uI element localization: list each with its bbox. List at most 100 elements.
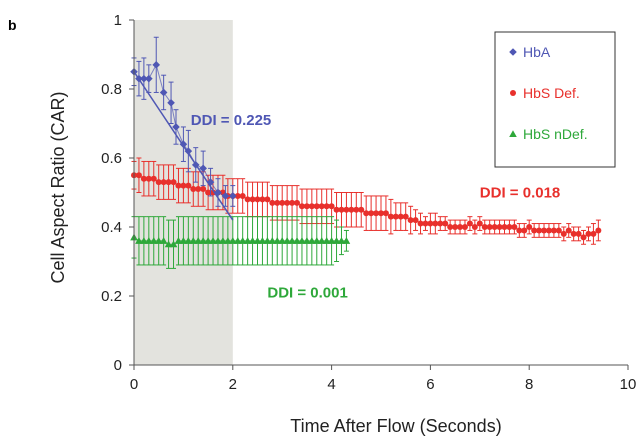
data-point	[382, 210, 389, 217]
ticks-layer: 0 2 4 6 8 10 0 0.2 0.4 0.6 0.8 1	[101, 12, 636, 393]
data-point	[303, 203, 310, 210]
data-point	[150, 175, 157, 182]
data-point	[190, 186, 197, 193]
data-point	[501, 224, 508, 230]
data-point	[200, 186, 207, 193]
data-point	[233, 237, 242, 244]
x-tick-label: 4	[327, 376, 335, 393]
data-point	[180, 182, 187, 189]
data-point	[387, 213, 394, 220]
data-point	[580, 234, 587, 241]
data-point	[219, 237, 227, 244]
data-point	[511, 224, 518, 230]
data-point	[279, 199, 286, 206]
data-point	[496, 224, 503, 230]
data-point	[249, 196, 256, 203]
data-point	[590, 230, 597, 237]
legend-label: HbA	[523, 44, 551, 60]
legend-label: HbS Def.	[523, 85, 580, 101]
data-point	[204, 237, 212, 244]
data-point	[152, 61, 161, 69]
data-point	[595, 227, 602, 234]
data-point	[536, 227, 543, 234]
data-point	[531, 227, 538, 234]
data-point	[169, 240, 178, 248]
ddi-annotation: DDI = 0.018	[480, 185, 560, 202]
data-point	[248, 237, 257, 244]
annotations-layer: DDI = 0.225 DDI = 0.018 DDI = 0.001	[191, 112, 560, 302]
data-point	[206, 178, 215, 186]
data-point	[392, 213, 399, 220]
data-point	[327, 237, 336, 244]
data-point	[159, 237, 168, 244]
data-point	[189, 237, 198, 244]
data-point	[447, 224, 454, 230]
data-point	[284, 199, 291, 206]
data-point	[209, 237, 217, 244]
data-point	[570, 230, 577, 237]
data-point	[224, 237, 232, 244]
x-tick-label: 6	[426, 376, 434, 393]
data-point	[194, 237, 203, 244]
data-point	[457, 224, 464, 230]
data-point	[145, 237, 153, 244]
legend-item: HbA	[509, 44, 551, 60]
data-point	[263, 237, 272, 244]
data-point	[466, 220, 473, 227]
x-axis-label: Time After Flow (Seconds)	[290, 416, 501, 436]
data-point	[332, 237, 341, 244]
data-point	[239, 192, 246, 199]
data-point	[407, 217, 414, 224]
data-point	[274, 199, 281, 206]
data-point	[268, 237, 277, 244]
data-point	[476, 220, 483, 227]
data-point	[313, 203, 320, 210]
data-point	[516, 227, 523, 234]
y-tick-label: 0	[114, 357, 122, 374]
data-point	[283, 237, 291, 244]
data-point	[140, 74, 148, 83]
data-point	[164, 240, 173, 248]
data-point	[342, 237, 351, 244]
data-point	[541, 227, 548, 234]
data-point	[135, 74, 143, 83]
data-point	[353, 206, 360, 213]
data-point	[338, 206, 345, 213]
data-point	[229, 237, 237, 244]
data-point	[303, 237, 311, 244]
data-point	[273, 237, 282, 244]
data-point	[214, 188, 222, 197]
series-hba	[130, 36, 237, 221]
data-point	[185, 182, 192, 189]
series-hbs-ndef	[130, 216, 351, 269]
data-point	[293, 237, 301, 244]
data-point	[221, 192, 230, 200]
data-point	[348, 206, 355, 213]
data-point	[199, 164, 207, 173]
data-point	[159, 88, 168, 97]
data-point	[412, 217, 419, 224]
data-point	[575, 230, 582, 237]
data-point	[585, 230, 592, 237]
data-point	[179, 140, 188, 148]
data-point	[175, 182, 182, 189]
ddi-annotation: DDI = 0.001	[267, 285, 347, 302]
data-point	[149, 237, 158, 244]
data-point	[521, 227, 528, 234]
legend-label: HbS nDef.	[523, 126, 588, 142]
y-tick-label: 0.4	[101, 219, 122, 236]
data-point	[174, 237, 183, 244]
legend-marker	[509, 48, 517, 56]
data-point	[417, 220, 424, 227]
data-point	[555, 227, 562, 234]
data-point	[328, 203, 335, 210]
data-point	[486, 224, 493, 230]
data-point	[491, 224, 498, 230]
data-point	[269, 199, 276, 206]
data-point	[358, 206, 365, 213]
data-point	[437, 220, 444, 227]
data-point	[179, 237, 188, 244]
data-point	[323, 203, 330, 210]
ddi-annotation: DDI = 0.225	[191, 112, 271, 129]
